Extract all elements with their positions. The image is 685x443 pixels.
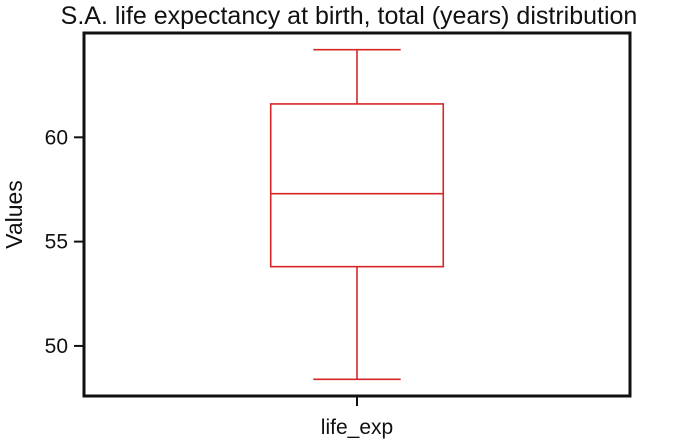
- y-tick-label: 55: [45, 231, 68, 254]
- box-series: [269, 48, 445, 381]
- box-iqr: [269, 103, 445, 268]
- y-tick-label: 60: [45, 126, 68, 149]
- y-tick-label: 50: [45, 335, 68, 358]
- y-axis-ticks: 50 55 60: [45, 126, 84, 358]
- x-tick-label: life_exp: [321, 416, 393, 439]
- chart-title: S.A. life expectancy at birth, total (ye…: [61, 2, 638, 30]
- y-axis-label: Values: [1, 180, 27, 249]
- x-axis-ticks: life_exp: [321, 396, 393, 439]
